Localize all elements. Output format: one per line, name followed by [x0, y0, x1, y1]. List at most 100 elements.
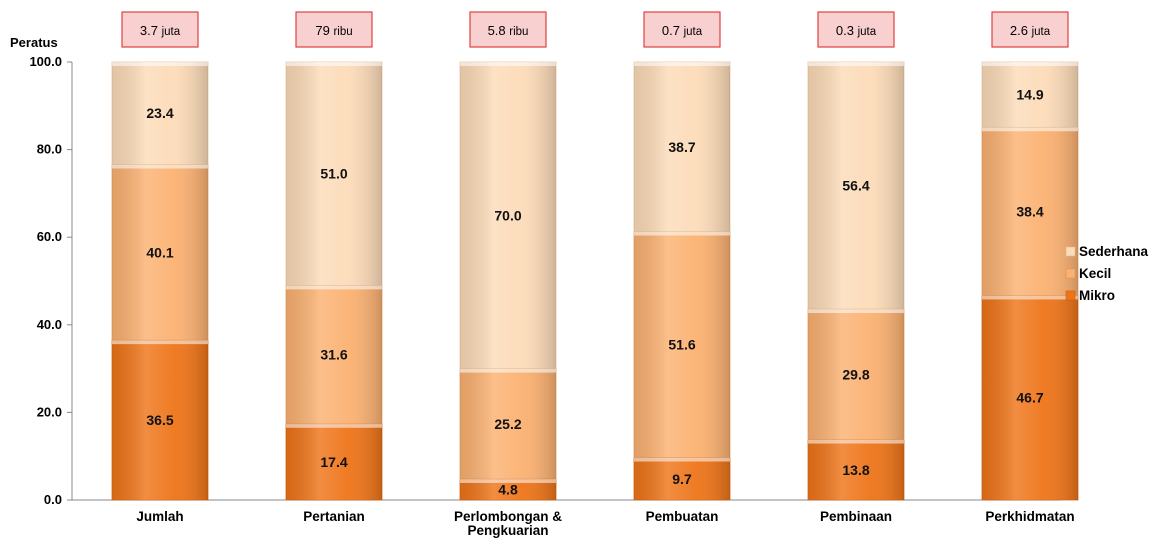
data-label: 38.7: [668, 139, 695, 155]
category-label: Pembinaan: [820, 509, 892, 524]
bar-shade: [460, 368, 556, 479]
bar-bevel: [286, 423, 382, 428]
bar-bevel: [286, 285, 382, 290]
total-number: 2.6: [1010, 23, 1032, 38]
total-box-frame: [469, 11, 547, 48]
bar-bevel: [460, 62, 556, 66]
total-number: 5.8: [488, 23, 510, 38]
bar-shade: [634, 62, 730, 232]
legend-label: Sederhana: [1079, 244, 1149, 259]
bar-shade: [460, 478, 556, 500]
data-label: 23.4: [146, 105, 173, 121]
y-tick-label: 40.0: [37, 317, 62, 332]
total-label: 5.8 ribu: [488, 23, 529, 38]
bar-bevel: [112, 62, 208, 66]
total-box-frame: [817, 11, 895, 48]
data-label: 46.7: [1016, 390, 1043, 406]
category-label: Perlombongan &: [454, 509, 562, 524]
data-label: 9.7: [672, 471, 692, 487]
data-label: 31.6: [320, 347, 347, 363]
legend-swatch: [1065, 290, 1076, 301]
total-number: 3.7: [140, 23, 162, 38]
data-label: 56.4: [842, 178, 869, 194]
y-tick-label: 60.0: [37, 229, 62, 244]
bar-bevel: [634, 457, 730, 462]
y-tick-label: 80.0: [37, 142, 62, 157]
y-tick-label: 100.0: [29, 54, 62, 69]
category-labels: Jumlah Pertanian Perlombongan &Pengkuarian…: [136, 509, 1074, 538]
total-box-frame: [991, 11, 1069, 48]
total-label: 3.7 juta: [140, 23, 181, 38]
total-box: 0.3 juta: [817, 11, 895, 48]
bar-shade: [112, 164, 208, 341]
y-axis-title: Peratus: [10, 35, 58, 50]
total-box-frame: [121, 11, 199, 48]
bar-bevel: [808, 62, 904, 66]
total-unit: juta: [161, 26, 181, 38]
total-box: 3.7 juta: [121, 11, 199, 48]
bar-shade: [982, 127, 1078, 296]
bar-bevel: [460, 368, 556, 373]
data-label: 4.8: [498, 481, 518, 497]
bar-shade: [286, 62, 382, 286]
category-label: Jumlah: [136, 509, 183, 524]
data-label: 25.2: [494, 416, 521, 432]
bar-shade: [112, 62, 208, 165]
total-number: 0.3: [836, 23, 858, 38]
category-label: Pengkuarian: [467, 523, 548, 538]
data-label: 14.9: [1016, 87, 1043, 103]
total-box: 5.8 ribu: [469, 11, 547, 48]
bar-bevel: [634, 62, 730, 66]
y-tick-label: 0.0: [44, 492, 62, 507]
bar-shade: [634, 231, 730, 458]
total-box: 79 ribu: [295, 11, 373, 48]
total-unit: ribu: [333, 26, 352, 38]
total-label: 0.3 juta: [836, 23, 877, 38]
bar-shade: [982, 295, 1078, 500]
bar-shade: [634, 457, 730, 500]
legend-label: Mikro: [1079, 288, 1115, 303]
bar-bevel: [460, 478, 556, 483]
legend: Sederhana Kecil Mikro: [1065, 244, 1149, 303]
bar-shade: [460, 62, 556, 369]
total-box-frame: [643, 11, 721, 48]
total-box: 0.7 juta: [643, 11, 721, 48]
total-unit: juta: [1031, 26, 1051, 38]
bar-shade: [286, 285, 382, 424]
bar-bevel: [634, 231, 730, 236]
data-label: 70.0: [494, 207, 521, 223]
data-label: 51.0: [320, 166, 347, 182]
bar-shade: [808, 309, 904, 440]
total-labels: 3.7 juta 79 ribu 5.8 ribu 0.7 juta 0.3 juta 2…: [121, 11, 1069, 48]
bar-shade: [286, 423, 382, 500]
total-label: 0.7 juta: [662, 23, 703, 38]
total-box-frame: [295, 11, 373, 48]
bar-bevel: [286, 62, 382, 66]
bar-bevel: [112, 340, 208, 345]
legend-label: Kecil: [1079, 266, 1111, 281]
category-label: Perkhidmatan: [985, 509, 1074, 524]
bar-bevel: [982, 295, 1078, 300]
bar-shade: [982, 62, 1078, 128]
bar-shade: [808, 439, 904, 500]
bar-bevel: [982, 62, 1078, 66]
total-number: 0.7: [662, 23, 684, 38]
data-label: 38.4: [1016, 203, 1043, 219]
category-label: Pertanian: [303, 509, 365, 524]
data-label: 40.1: [146, 244, 173, 260]
data-label: 13.8: [842, 462, 869, 478]
bar-bevel: [808, 439, 904, 444]
legend-swatch: [1065, 268, 1076, 279]
total-unit: juta: [683, 26, 703, 38]
data-label: 17.4: [320, 454, 347, 470]
total-number: 79: [315, 23, 333, 38]
bars: 36.5 40.1 23.4 17.4 31.6 51.0 4.8 25.2 70.0 9.7 51…: [111, 61, 1079, 501]
data-label: 29.8: [842, 366, 869, 382]
total-box: 2.6 juta: [991, 11, 1069, 48]
total-unit: juta: [857, 26, 877, 38]
bar-bevel: [808, 309, 904, 314]
category-label: Pembuatan: [646, 509, 719, 524]
total-label: 2.6 juta: [1010, 23, 1051, 38]
y-tick-label: 20.0: [37, 404, 62, 419]
